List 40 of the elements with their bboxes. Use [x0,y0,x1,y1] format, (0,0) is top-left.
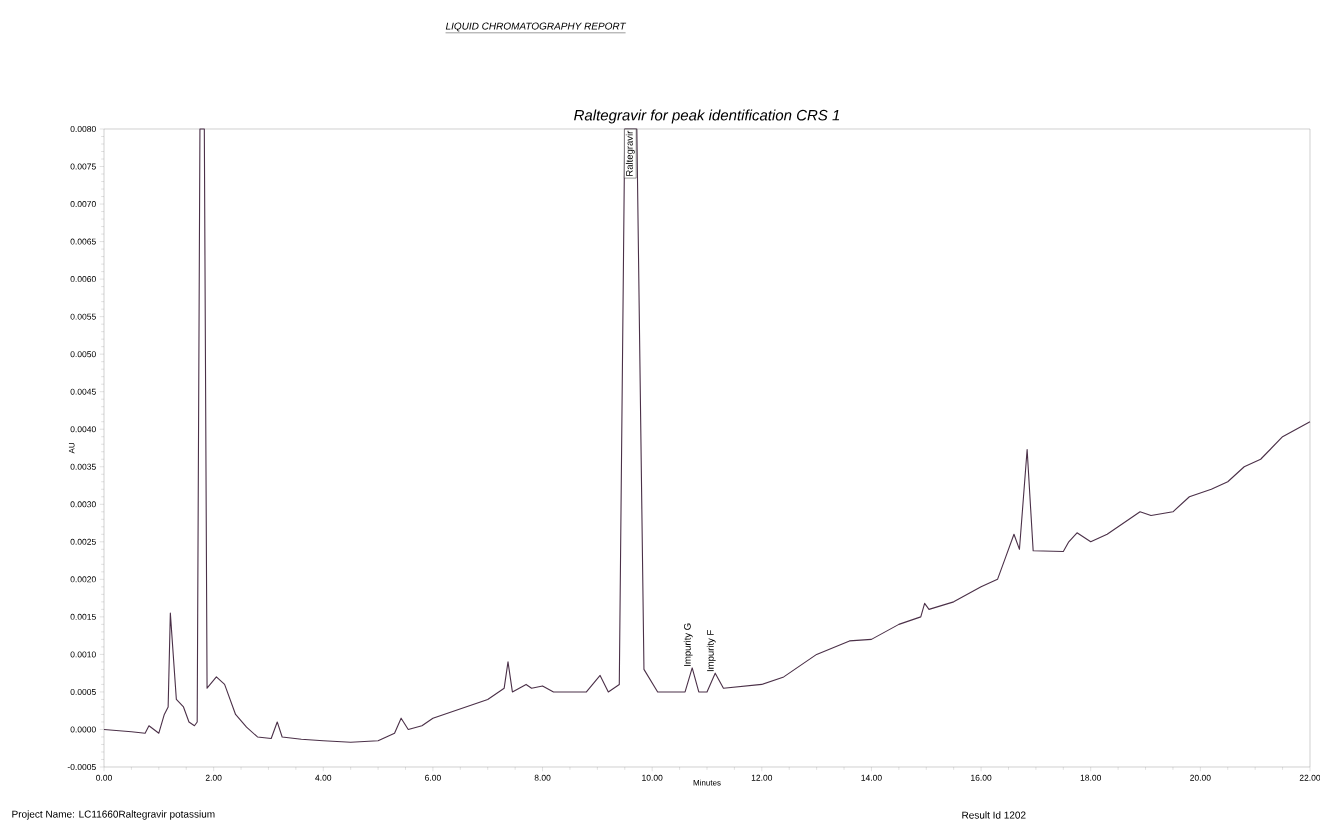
y-tick-label: 0.0035 [70,463,96,470]
x-tick-label: 2.00 [205,774,222,781]
annotation: Impurity G [683,623,693,666]
line-series [103,128,1311,743]
x-tick-label: 8.00 [534,774,551,781]
y-tick-label: 0.0070 [70,201,96,208]
y-tick-label: 0.0075 [70,163,96,170]
y-tick-label: 0.0020 [70,576,96,583]
x-tick-label: 4.00 [315,774,332,781]
annotation: Raltegravir [625,130,635,176]
text: LIQUID CHROMATOGRAPHY REPORT [445,22,627,32]
y-tick-label: 0.0005 [70,688,96,695]
y-tick-label: -0.0005 [67,763,96,770]
y-tick-label: 0.0030 [70,501,96,508]
y-tick-label: 0.0025 [70,538,96,545]
x-tick-label: 18.00 [1080,774,1102,781]
y-tick-label: 0.0060 [70,276,96,283]
x-axis-title: Minutes [693,779,721,786]
x-tick-label: 0.00 [96,774,112,781]
text: Result Id 1202 [962,811,1026,819]
annotation: Impurity F [706,630,716,672]
y-tick-label: 0.0000 [70,726,96,733]
text: Project Name: LC11660Raltegravir potassium [12,810,215,820]
y-tick-label: 0.0045 [70,388,96,395]
y-tick-label: 0.0010 [70,651,96,658]
y-tick-label: 0.0050 [70,351,96,358]
x-tick-label: 10.00 [642,774,663,781]
x-tick-label: 16.00 [971,774,992,781]
y-tick-label: 0.0055 [70,313,96,320]
x-tick-label: 12.00 [751,774,773,781]
x-tick-label: 20.00 [1190,774,1211,781]
y-tick-label: 0.0040 [70,426,96,433]
y-tick-label: 0.0065 [70,238,96,245]
y-tick-label: 0.0015 [70,613,96,620]
x-tick-label: 6.00 [425,774,441,781]
x-tick-label: 14.00 [861,774,882,781]
y-axis-title: AU [68,443,75,454]
chart-title: Raltegravir for peak identification CRS 1 [574,109,840,124]
y-tick-label: 0.0080 [70,125,96,132]
x-tick-label: 22.00 [1299,774,1320,781]
